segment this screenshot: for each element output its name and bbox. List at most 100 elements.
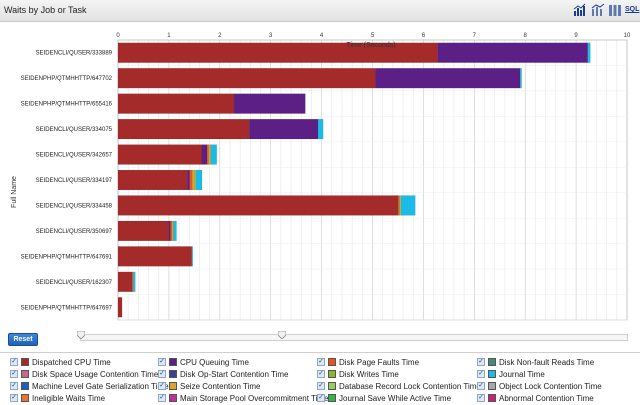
bar-segment[interactable] — [117, 220, 170, 242]
bar-segment[interactable] — [191, 246, 194, 267]
category-label: SEIDENPHP/QTMHHTTP/647697 — [21, 305, 113, 311]
legend-label: Disk Non-fault Reads Time — [499, 358, 595, 367]
bar-segment[interactable] — [173, 220, 177, 242]
bar-segment[interactable] — [117, 297, 123, 318]
bar-segment[interactable] — [397, 195, 400, 216]
range-slider-left-handle[interactable] — [77, 331, 85, 339]
legend-checkbox[interactable]: ✓ — [10, 382, 18, 390]
bar-segment[interactable] — [208, 144, 211, 165]
x-tick-label: 1 — [167, 33, 171, 39]
bar-segment[interactable] — [133, 271, 136, 292]
x-tick-label: 8 — [524, 33, 528, 39]
panel-title: Waits by Job or Task — [4, 5, 87, 15]
legend-checkbox[interactable]: ✓ — [477, 382, 485, 390]
bar-segment[interactable] — [206, 144, 209, 165]
category-label: SEIDENCLI/QUSER/333889 — [36, 51, 113, 57]
bar-segment[interactable] — [437, 42, 589, 63]
x-tick-label: 6 — [422, 33, 426, 39]
bar-segment[interactable] — [117, 68, 376, 89]
legend-label: Disk Space Usage Contention Time — [32, 370, 159, 379]
legend-swatch — [21, 358, 29, 366]
bar-segment[interactable] — [117, 246, 193, 267]
legend-label: Main Storage Pool Overcommitment Time — [180, 394, 329, 403]
bar-segment[interactable] — [195, 169, 203, 191]
bar-segment[interactable] — [171, 220, 174, 242]
legend-checkbox[interactable]: ✓ — [158, 394, 166, 402]
legend-checkbox[interactable]: ✓ — [158, 382, 166, 390]
legend-checkbox[interactable]: ✓ — [10, 394, 18, 402]
bar-segment[interactable] — [170, 220, 173, 242]
legend-label: Dispatched CPU Time — [32, 358, 111, 367]
legend-label: Object Lock Contention Time — [499, 382, 602, 391]
bar-segment[interactable] — [117, 144, 203, 165]
legend-checkbox[interactable]: ✓ — [158, 358, 166, 366]
sql-icon[interactable]: SQL — [625, 6, 640, 13]
x-tick-label: 3 — [269, 33, 273, 39]
category-label: SEIDENPHP/QTMHHTTP/655416 — [21, 102, 113, 108]
bar-segment[interactable] — [189, 169, 193, 191]
legend-swatch — [488, 370, 496, 378]
bar-segment[interactable] — [201, 144, 208, 165]
legend-checkbox[interactable]: ✓ — [317, 394, 325, 402]
bar-segment[interactable] — [117, 93, 235, 114]
category-label: SEIDENCLI/QUSER/350697 — [36, 229, 113, 235]
category-label: SEIDENCLI/QUSER/334075 — [36, 127, 113, 133]
category-label: SEIDENCLI/QUSER/162307 — [36, 280, 113, 286]
legend-checkbox[interactable]: ✓ — [10, 370, 18, 378]
reset-button[interactable]: Reset — [8, 333, 38, 346]
range-slider-right-handle[interactable] — [278, 331, 286, 339]
legend-label: Journal Save While Active Time — [339, 394, 452, 403]
bar-segment[interactable] — [117, 271, 133, 292]
legend-swatch — [328, 394, 336, 402]
line-chart-icon[interactable] — [591, 3, 605, 17]
category-label: SEIDENPHP/QTMHHTTP/647702 — [21, 76, 113, 82]
bar-segment[interactable] — [117, 169, 188, 191]
legend-label: Disk Page Faults Time — [339, 358, 420, 367]
bar-segment[interactable] — [210, 144, 217, 165]
legend-checkbox[interactable]: ✓ — [477, 394, 485, 402]
legend-label: Machine Level Gate Serialization Time — [32, 382, 169, 391]
range-slider-track[interactable] — [80, 334, 628, 341]
column-chart-icon[interactable] — [608, 3, 622, 17]
legend-checkbox[interactable]: ✓ — [158, 370, 166, 378]
legend-checkbox[interactable]: ✓ — [477, 370, 485, 378]
legend-swatch — [21, 382, 29, 390]
bar-segment[interactable] — [192, 169, 196, 191]
category-label: SEIDENCLI/QUSER/342657 — [36, 153, 113, 159]
legend-label: Journal Time — [499, 370, 545, 379]
bar-segment[interactable] — [187, 169, 190, 191]
bar-segment[interactable] — [375, 68, 521, 89]
legend-swatch — [328, 358, 336, 366]
bar-segment[interactable] — [317, 118, 324, 140]
y-axis-label: Full Name — [11, 176, 18, 208]
bar-chart-icon[interactable] — [573, 3, 587, 17]
legend-checkbox[interactable]: ✓ — [477, 358, 485, 366]
legend-checkbox[interactable]: ✓ — [317, 382, 325, 390]
legend-swatch — [328, 370, 336, 378]
x-tick-label: 4 — [320, 33, 324, 39]
legend-swatch — [169, 382, 177, 390]
legend-label: Seize Contention Time — [180, 382, 261, 391]
bar-segment[interactable] — [117, 118, 250, 140]
panel-title-bar: Waits by Job or Task SQL — [0, 0, 640, 22]
legend-label: Disk Writes Time — [339, 370, 399, 379]
legend-label: Ineligible Waits Time — [32, 394, 106, 403]
legend-checkbox[interactable]: ✓ — [10, 358, 18, 366]
legend-swatch — [328, 382, 336, 390]
bar-segment[interactable] — [519, 68, 522, 89]
waits-chart: 0 1 2 3 4 5 6 7 8 9 10 SEIDENCLI/QUSER/333889 SEIDEN… — [11, 33, 631, 321]
category-label: SEIDENCLI/QUSER/334197 — [36, 178, 113, 184]
bar-segment[interactable] — [400, 195, 416, 216]
category-label: SEIDENPHP/QTMHHTTP/647691 — [21, 254, 113, 260]
bar-segment[interactable] — [168, 220, 171, 242]
legend-checkbox[interactable]: ✓ — [317, 358, 325, 366]
bar-segment[interactable] — [399, 195, 402, 216]
bar-segment[interactable] — [249, 118, 319, 140]
legend-checkbox[interactable]: ✓ — [317, 370, 325, 378]
bar-segment[interactable] — [587, 42, 591, 63]
bar-segment[interactable] — [117, 195, 399, 216]
legend-swatch — [21, 370, 29, 378]
category-label: SEIDENCLI/QUSER/334458 — [36, 203, 113, 209]
legend-swatch — [169, 358, 177, 366]
bar-segment[interactable] — [233, 93, 306, 114]
